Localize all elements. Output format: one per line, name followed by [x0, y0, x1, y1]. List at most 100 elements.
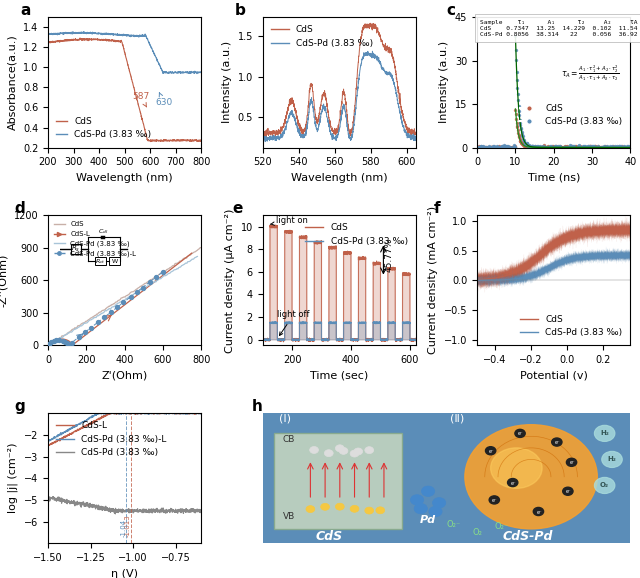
Point [582, 143, 593, 153]
Point [518, 135, 528, 144]
Point [591, 143, 602, 152]
Point [538, 143, 548, 153]
Point [623, 143, 634, 153]
Point [614, 143, 624, 153]
Point [536, 143, 547, 152]
Point [529, 143, 540, 153]
Point [485, 143, 495, 153]
Point [576, 143, 586, 153]
Point [477, 143, 488, 152]
Point [484, 143, 494, 152]
Point [556, 144, 566, 154]
Point [487, 143, 497, 152]
Point [580, 142, 590, 151]
Point [493, 143, 503, 152]
Point [588, 142, 598, 151]
Point [546, 143, 556, 152]
Point [597, 143, 607, 153]
Point [486, 143, 497, 152]
Circle shape [486, 447, 496, 455]
Point [488, 144, 499, 154]
Circle shape [410, 495, 424, 505]
Point [527, 142, 538, 151]
Point [489, 143, 499, 153]
Point [624, 144, 634, 153]
Point [595, 143, 605, 152]
Point [599, 143, 609, 152]
Point [482, 143, 492, 153]
Point [86, 323, 96, 332]
Point [523, 140, 533, 149]
Point [539, 143, 549, 153]
Point [502, 143, 513, 152]
X-axis label: Time (ns): Time (ns) [527, 173, 580, 183]
Point [564, 143, 574, 152]
Point [586, 143, 596, 153]
Point [552, 142, 562, 151]
Point [497, 144, 507, 153]
Point [524, 143, 534, 152]
Point [570, 144, 580, 154]
Point [625, 142, 635, 151]
Point [574, 140, 584, 150]
Point [553, 143, 563, 153]
Point [498, 143, 508, 153]
Point [67, 338, 77, 347]
Point [544, 142, 554, 151]
Point [527, 142, 537, 151]
Point [580, 143, 590, 152]
Text: d: d [14, 201, 25, 216]
Text: O₂: O₂ [472, 528, 482, 536]
Circle shape [433, 498, 445, 508]
Point [602, 142, 612, 151]
Point [531, 142, 541, 151]
Point [617, 143, 627, 152]
Point [472, 143, 483, 152]
Point [547, 142, 557, 151]
Point [623, 143, 633, 153]
Point [484, 143, 494, 153]
Point [485, 143, 495, 152]
Point [614, 141, 625, 150]
Circle shape [414, 503, 428, 514]
Point [614, 142, 625, 151]
Text: -1.04: -1.04 [120, 518, 126, 537]
Point [497, 142, 508, 151]
Point [620, 143, 630, 153]
Point [45, 338, 56, 347]
Point [571, 142, 581, 151]
Point [551, 144, 561, 153]
Point [561, 143, 572, 152]
Point [493, 143, 503, 153]
Point [508, 143, 518, 152]
Point [500, 144, 511, 153]
Point [588, 144, 598, 153]
Point [527, 141, 537, 150]
Point [609, 144, 620, 153]
Point [618, 143, 628, 152]
Point [495, 143, 505, 153]
Point [547, 144, 557, 153]
Point [621, 144, 632, 153]
Text: e⁻: e⁻ [536, 510, 542, 514]
Point [515, 136, 525, 146]
Text: 587: 587 [132, 92, 150, 107]
Point [532, 143, 542, 152]
Point [478, 142, 488, 151]
Point [512, 121, 522, 130]
Point [131, 288, 141, 297]
Point [585, 142, 595, 151]
Point [618, 143, 628, 152]
Point [601, 143, 611, 153]
Point [602, 143, 612, 152]
Point [532, 143, 543, 152]
Point [612, 143, 623, 153]
Point [606, 143, 616, 152]
Point [549, 142, 559, 151]
Circle shape [365, 447, 374, 454]
Point [483, 144, 493, 154]
Point [500, 142, 510, 151]
Point [625, 143, 636, 152]
Point [492, 142, 502, 151]
Point [491, 142, 501, 151]
